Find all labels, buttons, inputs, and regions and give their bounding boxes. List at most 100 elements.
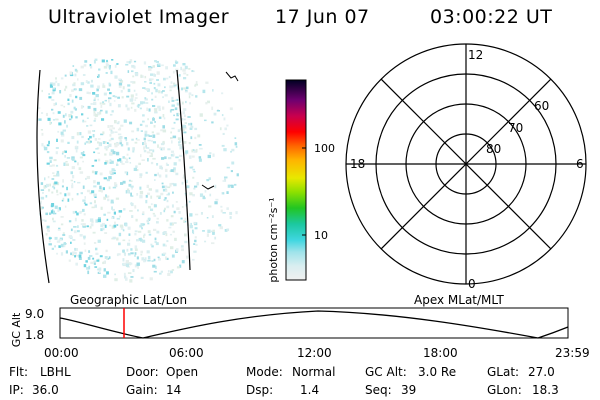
uv-speckle: [93, 112, 97, 117]
uv-speckle: [41, 112, 44, 114]
uv-speckle: [224, 127, 227, 131]
uv-speckle: [140, 250, 143, 254]
uv-speckle: [212, 153, 215, 157]
uv-speckle: [60, 216, 64, 218]
uv-speckle: [139, 123, 143, 126]
uv-speckle: [147, 192, 150, 196]
uv-speckle: [105, 160, 109, 164]
uv-speckle: [136, 256, 139, 260]
uv-speckle: [153, 107, 158, 111]
uv-speckle: [55, 102, 57, 106]
uv-speckle: [171, 204, 174, 208]
uv-speckle: [123, 119, 127, 123]
uv-speckle: [74, 68, 78, 72]
uv-speckle: [130, 202, 133, 205]
uv-speckle: [114, 75, 118, 79]
alt-x-tick: 18:00: [423, 346, 458, 360]
uv-speckle: [157, 83, 161, 87]
colorbar-tick-label: 10: [314, 229, 328, 242]
uv-speckle: [85, 141, 89, 144]
uv-speckle: [112, 151, 116, 154]
uv-speckle: [61, 199, 64, 202]
uv-speckle: [174, 59, 177, 64]
uv-speckle: [125, 158, 128, 161]
uv-speckle: [129, 121, 133, 125]
uv-speckle: [173, 210, 176, 214]
uv-speckle: [125, 104, 128, 108]
uv-speckle: [190, 222, 192, 226]
uv-speckle: [106, 59, 108, 62]
uv-speckle: [100, 224, 103, 228]
uv-speckle: [161, 253, 166, 256]
uv-speckle: [142, 142, 144, 146]
uv-speckle: [95, 148, 99, 150]
uv-speckle: [176, 266, 180, 269]
uv-speckle: [73, 181, 76, 183]
uv-speckle: [226, 207, 229, 210]
uv-speckle: [184, 192, 187, 195]
uv-speckle: [84, 196, 86, 199]
uv-speckle: [148, 78, 152, 81]
uv-speckle: [98, 142, 102, 144]
uv-speckle: [82, 105, 85, 108]
uv-speckle: [103, 260, 106, 264]
uv-speckle: [72, 210, 75, 214]
uv-speckle: [175, 83, 179, 86]
uv-speckle: [214, 236, 217, 240]
uv-speckle: [145, 102, 149, 104]
uv-speckle: [62, 151, 65, 153]
uv-speckle: [114, 221, 116, 224]
uv-speckle: [181, 248, 184, 252]
uv-speckle: [85, 177, 87, 180]
uv-speckle: [38, 200, 42, 203]
uv-speckle: [118, 232, 122, 237]
uv-speckle: [221, 144, 225, 147]
uv-speckle: [109, 152, 113, 155]
uv-speckle: [86, 225, 89, 228]
uv-speckle: [126, 61, 129, 64]
uv-speckle: [144, 133, 147, 137]
uv-speckle: [182, 111, 185, 115]
uv-speckle: [151, 260, 154, 262]
uv-speckle: [181, 181, 184, 185]
uv-speckle: [158, 90, 161, 94]
uv-speckle: [72, 254, 74, 256]
uv-speckle: [75, 116, 78, 119]
uv-speckle: [116, 63, 119, 65]
uv-speckle: [114, 273, 116, 276]
uv-speckle: [162, 140, 165, 145]
uv-speckle: [74, 217, 77, 222]
uv-speckle: [154, 179, 156, 181]
uv-speckle: [77, 230, 80, 233]
uv-speckle: [75, 145, 78, 148]
uv-speckle: [129, 210, 133, 212]
uv-speckle: [194, 83, 198, 86]
uv-speckle: [162, 189, 166, 192]
uv-speckle: [141, 227, 143, 230]
uv-speckle: [235, 211, 238, 215]
uv-speckle: [173, 82, 176, 85]
uv-speckle: [137, 266, 139, 269]
uv-speckle: [73, 230, 77, 234]
uv-speckle: [189, 127, 193, 130]
uv-speckle: [97, 76, 99, 78]
uv-speckle: [165, 185, 168, 188]
uv-speckle: [126, 171, 129, 176]
uv-speckle: [131, 215, 134, 218]
uv-speckle: [191, 94, 194, 97]
uv-speckle: [46, 162, 50, 165]
uv-speckle: [52, 212, 57, 215]
uv-speckle: [216, 110, 220, 112]
uv-speckle: [163, 199, 166, 201]
uv-speckle: [126, 266, 130, 268]
uv-speckle: [83, 120, 87, 123]
colorbar: 100 10: [285, 79, 335, 281]
uv-speckle: [208, 205, 212, 208]
uv-speckle: [160, 129, 163, 132]
uv-speckle: [111, 237, 115, 240]
uv-speckle: [175, 61, 179, 64]
uv-speckle: [62, 244, 66, 248]
uv-speckle: [86, 267, 90, 270]
uv-speckle: [234, 183, 237, 186]
uv-speckle: [145, 147, 150, 149]
